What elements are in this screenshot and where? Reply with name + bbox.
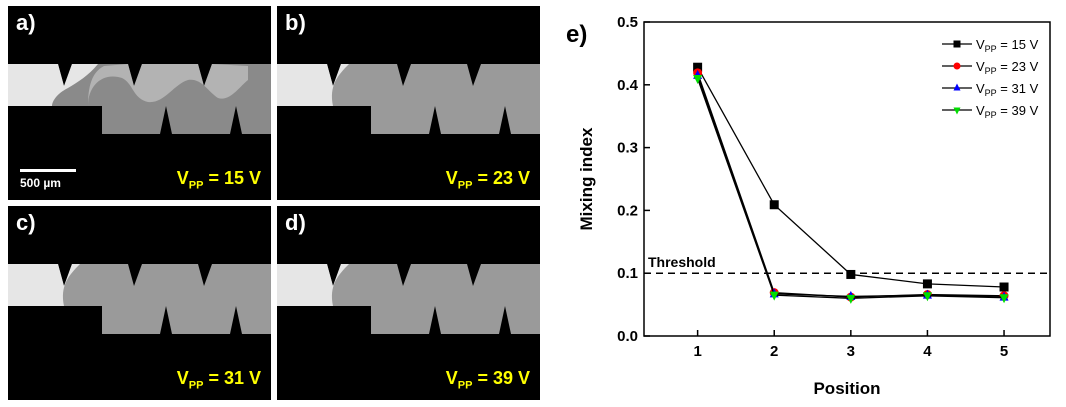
plot-frame [643,21,1051,337]
legend-marker [953,107,961,115]
micrograph-panel-c: c) VPP = 31 V [8,206,271,400]
series-4 [693,75,1009,304]
y-tick-label: 0.1 [617,265,638,282]
y-tick-label: 0.5 [617,14,638,31]
y-tick-label: 0.4 [617,77,639,94]
channel-illustration [277,6,540,200]
scale-bar: 500 µm [20,169,76,190]
panel-label-c: c) [16,210,36,235]
panel-label-b: b) [285,10,306,35]
legend-label: VPP = 31 V [976,81,1039,98]
data-point [693,62,703,72]
y-tick-label: 0.3 [617,140,638,157]
series-2 [693,68,1009,302]
data-point [999,282,1009,292]
legend-marker [953,40,961,48]
scale-bar-label: 500 µm [20,176,61,190]
legend-entry: VPP = 15 V [942,37,1039,54]
data-point [922,279,932,289]
data-point [922,292,932,302]
legend-label: VPP = 39 V [976,103,1039,120]
y-tick-label: 0.2 [617,202,638,219]
voltage-label-a: VPP = 15 V [176,168,261,192]
legend-marker [953,62,961,70]
series-line [697,66,1005,288]
micrograph-panel-b: b) VPP = 23 V [277,6,540,200]
panel-label-d: d) [285,210,306,235]
y-axis: 0.0 0.1 0.2 0.3 0.4 0.5 [617,14,650,345]
channel-illustration [8,6,271,200]
legend-entry: VPP = 31 V [942,81,1039,98]
series-1 [693,62,1009,292]
legend-marker [953,83,961,91]
x-tick-label: 1 [693,343,701,360]
channel-illustration [8,206,271,400]
data-point [846,269,856,279]
micrograph-panel-a: a) 500 µm VPP = 15 V [8,6,271,200]
x-tick-label: 5 [1000,343,1008,360]
x-axis-label: Position [813,379,880,398]
legend-label: VPP = 23 V [976,59,1039,76]
panel-label-a: a) [16,10,36,35]
x-axis: 1 2 3 4 5 [693,330,1008,360]
x-tick-label: 3 [847,343,855,360]
micrograph-panel-d: d) VPP = 39 V [277,206,540,400]
series-3 [693,69,1009,301]
legend: VPP = 15 V VPP = 23 V VPP = 31 V VPP = 39 V [942,37,1039,120]
data-point [769,291,779,301]
y-tick-label: 0.0 [617,328,638,345]
legend-entry: VPP = 23 V [942,59,1039,76]
data-point [846,294,856,304]
channel-illustration [277,206,540,400]
mixing-index-chart: e) 0.0 0.1 0.2 0.3 0.4 0.5 1 2 3 4 5 Threshold VP… [566,14,1051,398]
legend-label: VPP = 15 V [976,37,1039,54]
voltage-label-d: VPP = 39 V [445,368,530,392]
voltage-label-b: VPP = 23 V [445,168,530,192]
threshold-label: Threshold [648,254,716,270]
data-point [769,200,779,210]
y-axis-label: Mixing index [577,127,596,231]
data-point [693,75,703,85]
x-tick-label: 4 [923,343,932,360]
legend-entry: VPP = 39 V [942,103,1039,120]
panel-label-e: e) [566,21,587,48]
series-line [697,72,1005,298]
voltage-label-c: VPP = 31 V [176,368,261,392]
data-point [999,294,1009,304]
x-tick-label: 2 [770,343,778,360]
series-layer [693,62,1009,304]
scale-bar-line [20,169,76,172]
